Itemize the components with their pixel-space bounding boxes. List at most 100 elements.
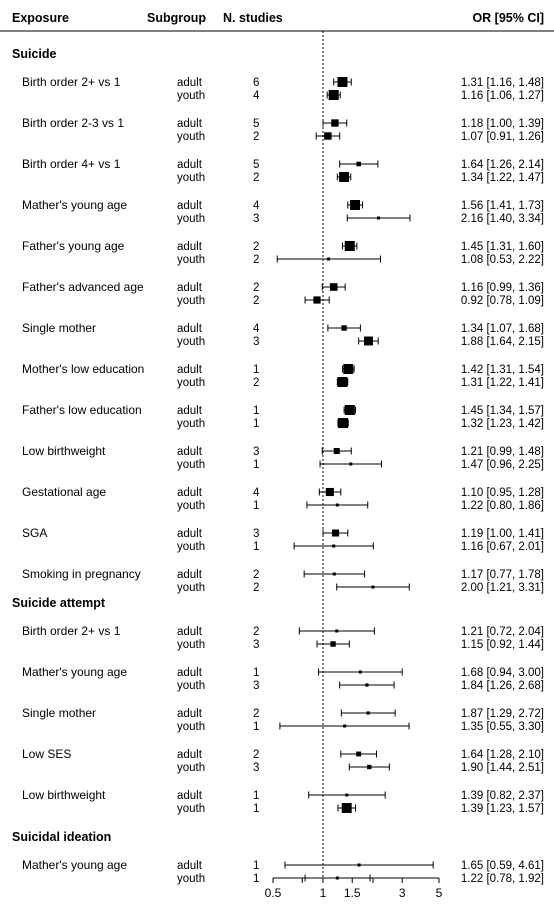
n-studies-value: 2 — [253, 295, 259, 307]
subgroup-label: youth — [177, 254, 205, 266]
subgroup-label: adult — [177, 446, 203, 458]
header-or-ci: OR [95% CI] — [472, 11, 544, 25]
exposure-label: Mather's young age — [22, 665, 127, 679]
n-studies-value: 3 — [253, 446, 259, 458]
exposure-label: Low birthweight — [22, 788, 106, 802]
subgroup-label: youth — [177, 541, 205, 553]
estimate-square — [366, 711, 370, 715]
estimate-square — [331, 119, 339, 127]
subgroup-label: youth — [177, 873, 205, 885]
or-ci-value: 2.16 [1.40, 3.34] — [461, 213, 544, 225]
n-studies-value: 4 — [253, 323, 260, 335]
subgroup-label: youth — [177, 213, 205, 225]
estimate-square — [365, 683, 369, 687]
x-tick-label: 5 — [436, 886, 443, 900]
or-ci-value: 1.08 [0.53, 2.22] — [461, 254, 544, 266]
or-ci-value: 1.84 [1.26, 2.68] — [461, 680, 544, 692]
or-ci-value: 1.90 [1.44, 2.51] — [461, 762, 544, 774]
exposure-label: SGA — [22, 526, 47, 540]
section-title: Suicide — [12, 47, 57, 61]
subgroup-label: adult — [177, 790, 203, 802]
exposure-label: Birth order 2+ vs 1 — [22, 624, 121, 638]
x-tick-label: 3 — [399, 886, 406, 900]
exposure-label: Mather's young age — [22, 858, 127, 872]
or-ci-value: 1.65 [0.59, 4.61] — [461, 860, 544, 872]
estimate-square — [371, 585, 375, 589]
subgroup-label: adult — [177, 528, 203, 540]
subgroup-label: youth — [177, 680, 205, 692]
n-studies-value: 1 — [253, 803, 259, 815]
or-ci-value: 1.32 [1.23, 1.42] — [461, 418, 544, 430]
or-ci-value: 1.15 [0.92, 1.44] — [461, 639, 544, 651]
n-studies-value: 1 — [253, 364, 259, 376]
estimate-square — [344, 241, 355, 251]
or-ci-value: 2.00 [1.21, 3.31] — [461, 582, 544, 594]
n-studies-value: 5 — [253, 118, 259, 130]
estimate-square — [313, 296, 321, 304]
or-ci-value: 1.31 [1.16, 1.48] — [461, 77, 544, 89]
subgroup-label: adult — [177, 200, 203, 212]
or-ci-value: 1.42 [1.31, 1.54] — [461, 364, 544, 376]
or-ci-value: 1.68 [0.94, 3.00] — [461, 667, 544, 679]
or-ci-value: 1.16 [0.99, 1.36] — [461, 282, 544, 294]
estimate-square — [364, 336, 373, 346]
estimate-square — [350, 200, 361, 210]
n-studies-value: 3 — [253, 762, 259, 774]
subgroup-label: adult — [177, 241, 203, 253]
estimate-square — [332, 544, 336, 548]
exposure-label: Smoking in pregnancy — [22, 567, 141, 581]
n-studies-value: 3 — [253, 528, 259, 540]
estimate-square — [332, 572, 336, 576]
subgroup-label: adult — [177, 405, 203, 417]
subgroup-label: youth — [177, 377, 205, 389]
n-studies-value: 3 — [253, 336, 259, 348]
estimate-square — [324, 132, 332, 140]
n-studies-value: 1 — [253, 860, 259, 872]
n-studies-value: 2 — [253, 241, 259, 253]
subgroup-label: youth — [177, 803, 205, 815]
or-ci-value: 1.45 [1.31, 1.60] — [461, 241, 544, 253]
or-ci-value: 1.16 [0.67, 2.01] — [461, 541, 544, 553]
section-title: Suicidal ideation — [12, 830, 111, 844]
n-studies-value: 3 — [253, 639, 259, 651]
or-ci-value: 1.21 [0.99, 1.48] — [461, 446, 544, 458]
estimate-square — [345, 793, 349, 797]
subgroup-label: adult — [177, 667, 203, 679]
subgroup-label: youth — [177, 172, 205, 184]
or-ci-value: 1.10 [0.95, 1.28] — [461, 487, 544, 499]
estimate-square — [337, 77, 348, 87]
exposure-label: Gestational age — [22, 485, 106, 499]
subgroup-label: youth — [177, 336, 205, 348]
exposure-label: Father's advanced age — [22, 280, 144, 294]
or-ci-value: 1.39 [1.23, 1.57] — [461, 803, 544, 815]
n-studies-value: 2 — [253, 582, 259, 594]
estimate-square — [333, 447, 340, 455]
subgroup-label: youth — [177, 418, 205, 430]
exposure-label: Single mother — [22, 706, 96, 720]
n-studies-value: 1 — [253, 873, 259, 885]
estimate-square — [341, 325, 347, 331]
or-ci-value: 1.31 [1.22, 1.41] — [461, 377, 544, 389]
estimate-square — [358, 670, 362, 674]
subgroup-label: adult — [177, 860, 203, 872]
subgroup-label: adult — [177, 364, 203, 376]
exposure-label: Mother's low education — [22, 362, 144, 376]
or-ci-value: 1.64 [1.28, 2.10] — [461, 749, 544, 761]
exposure-label: Father's low education — [22, 403, 142, 417]
estimate-square — [329, 283, 338, 291]
subgroup-label: adult — [177, 159, 203, 171]
estimate-square — [356, 161, 361, 167]
estimate-square — [356, 751, 362, 757]
or-ci-value: 1.56 [1.41, 1.73] — [461, 200, 544, 212]
subgroup-label: youth — [177, 90, 205, 102]
n-studies-value: 2 — [253, 172, 259, 184]
estimate-square — [343, 364, 354, 374]
subgroup-label: youth — [177, 762, 205, 774]
exposure-label: Low birthweight — [22, 444, 106, 458]
estimate-square — [328, 90, 339, 100]
or-ci-value: 1.34 [1.22, 1.47] — [461, 172, 544, 184]
n-studies-value: 1 — [253, 790, 259, 802]
exposure-label: Birth order 2-3 vs 1 — [22, 116, 124, 130]
estimate-square — [335, 629, 339, 633]
